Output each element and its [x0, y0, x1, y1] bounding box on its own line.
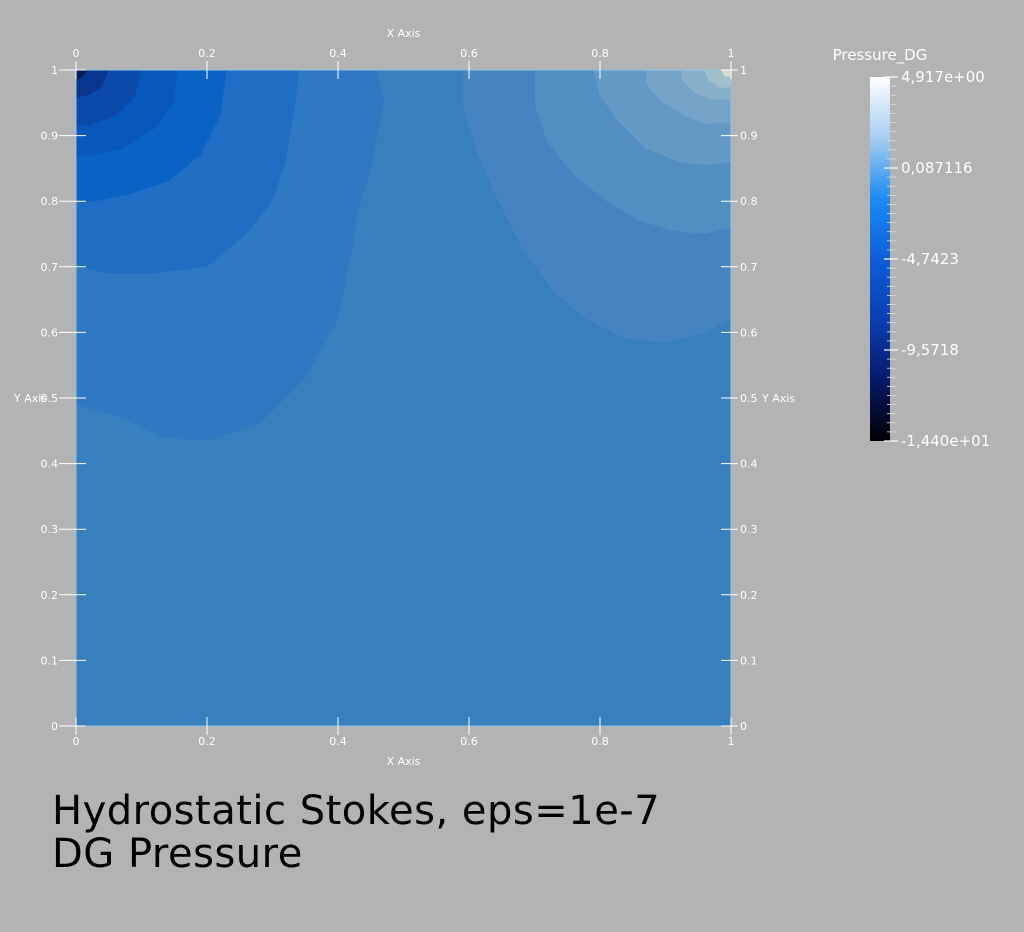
x-tick-label: 0.2 — [198, 735, 216, 748]
y-tick-label: 0.4 — [740, 458, 758, 471]
x-tick-label: 0.6 — [460, 47, 478, 60]
colorbar-label: 0,087116 — [901, 159, 973, 177]
x-tick-label: 0.8 — [591, 735, 609, 748]
x-tick-label: 1 — [728, 735, 735, 748]
x-tick-label: 0 — [73, 735, 80, 748]
contour-band — [76, 70, 88, 80]
colorbar-title: Pressure_DG — [833, 46, 928, 65]
y-tick-label: 0.1 — [740, 654, 758, 667]
x-tick-label: 0.6 — [460, 735, 478, 748]
y-tick-label: 0.3 — [740, 523, 758, 536]
y-tick-label: 0.1 — [41, 654, 59, 667]
x-tick-label: 0 — [73, 47, 80, 60]
y-tick-label: 0 — [740, 720, 747, 733]
x-tick-label: 0.4 — [329, 47, 347, 60]
y-tick-label: 0.6 — [41, 326, 59, 339]
colorbar-label: -9,5718 — [901, 341, 959, 359]
contour-band — [721, 70, 731, 77]
x-tick-label: 0.2 — [198, 47, 216, 60]
title-line-2: DG Pressure — [52, 831, 303, 877]
x-tick-label: 1 — [728, 47, 735, 60]
y-tick-label: 0.9 — [740, 130, 758, 143]
x-tick-label: 0.8 — [591, 47, 609, 60]
y-axis-title: Y Axis — [761, 392, 795, 405]
y-tick-label: 1 — [740, 64, 747, 77]
y-tick-label: 1 — [51, 64, 58, 77]
title-line-1: Hydrostatic Stokes, eps=1e-7 — [52, 788, 661, 834]
y-tick-label: 0.5 — [740, 392, 758, 405]
colorbar-label: 4,917e+00 — [901, 68, 985, 86]
y-tick-label: 0.3 — [41, 523, 59, 536]
y-tick-label: 0.7 — [740, 261, 758, 274]
y-tick-label: 0.8 — [740, 195, 758, 208]
y-axis-title: Y Axis — [13, 392, 47, 405]
plot-area — [76, 70, 731, 726]
colorbar-label: -1,440e+01 — [901, 432, 990, 450]
y-tick-label: 0 — [51, 720, 58, 733]
y-tick-label: 0.4 — [41, 458, 59, 471]
y-tick-label: 0.7 — [41, 261, 59, 274]
y-tick-label: 0.2 — [740, 589, 758, 602]
x-axis-title: X Axis — [387, 27, 421, 40]
y-tick-label: 0.2 — [41, 589, 59, 602]
contour-band — [76, 70, 109, 98]
y-tick-label: 0.9 — [41, 130, 59, 143]
colorbar: Pressure_DG 4,917e+00 0,087116 -4,7423 -9,57… — [833, 46, 991, 450]
y-tick-label: 0.6 — [740, 326, 758, 339]
y-tick-label: 0.8 — [41, 195, 59, 208]
colorbar-label: -4,7423 — [901, 250, 959, 268]
figure-title: Hydrostatic Stokes, eps=1e-7 DG Pressure — [52, 790, 660, 876]
y-tick-label: 0.5 — [41, 392, 59, 405]
x-axis-title: X Axis — [387, 755, 421, 768]
x-tick-label: 0.4 — [329, 735, 347, 748]
